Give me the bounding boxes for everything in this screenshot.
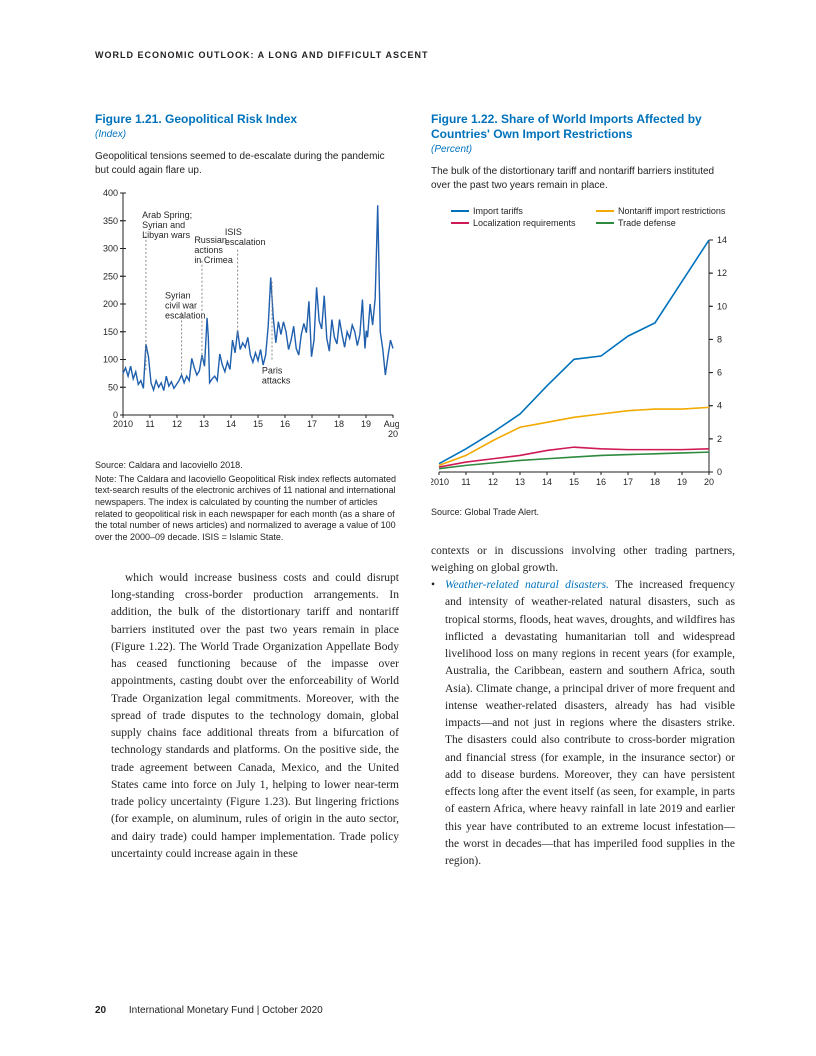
svg-text:2: 2: [717, 434, 722, 444]
svg-text:11: 11: [145, 419, 154, 429]
legend-item: Localization requirements: [451, 218, 590, 228]
svg-text:20: 20: [388, 429, 398, 439]
right-column: Figure 1.22. Share of World Imports Affe…: [431, 112, 735, 870]
svg-text:150: 150: [103, 327, 118, 337]
body-left: which would increase business costs and …: [95, 570, 399, 863]
svg-text:2010: 2010: [431, 477, 449, 487]
svg-text:actions: actions: [194, 245, 223, 255]
svg-text:ISIS: ISIS: [225, 227, 242, 237]
svg-text:18: 18: [334, 419, 344, 429]
svg-text:13: 13: [515, 477, 525, 487]
running-head: WORLD ECONOMIC OUTLOOK: A LONG AND DIFFI…: [95, 50, 428, 60]
svg-text:18: 18: [650, 477, 660, 487]
svg-text:350: 350: [103, 216, 118, 226]
fig122-source: Source: Global Trade Alert.: [431, 507, 735, 519]
svg-text:Paris: Paris: [262, 365, 283, 375]
svg-text:8: 8: [717, 334, 722, 344]
svg-text:attacks: attacks: [262, 375, 291, 385]
svg-text:Syrian: Syrian: [165, 290, 191, 300]
svg-text:400: 400: [103, 188, 118, 198]
page-footer: 20 International Monetary Fund | October…: [95, 1005, 323, 1016]
fig121-source: Source: Caldara and Iacoviello 2018.: [95, 460, 399, 472]
svg-text:civil war: civil war: [165, 300, 197, 310]
body-right-cont: contexts or in discussions involving oth…: [431, 543, 735, 578]
svg-text:14: 14: [717, 235, 727, 245]
fig121-title: Figure 1.21. Geopolitical Risk Index: [95, 112, 399, 127]
body-bullet: • Weather-related natural disasters. The…: [431, 577, 735, 870]
svg-text:Libyan wars: Libyan wars: [142, 230, 191, 240]
svg-text:4: 4: [717, 401, 722, 411]
svg-text:Arab Spring;: Arab Spring;: [142, 210, 192, 220]
fig121-caption: Geopolitical tensions seemed to de-escal…: [95, 150, 399, 177]
bullet-marker: •: [431, 577, 439, 870]
svg-text:12: 12: [717, 268, 727, 278]
svg-text:19: 19: [361, 419, 371, 429]
fig121-subtitle: (Index): [95, 129, 399, 140]
svg-text:15: 15: [253, 419, 263, 429]
svg-text:Syrian and: Syrian and: [142, 220, 185, 230]
svg-text:6: 6: [717, 368, 722, 378]
svg-text:escalation: escalation: [225, 237, 266, 247]
fig122-legend: Import tariffs Nontariff import restricti…: [431, 202, 735, 234]
bullet-title: Weather-related natural disasters.: [445, 579, 609, 591]
svg-text:12: 12: [172, 419, 182, 429]
svg-text:0: 0: [717, 467, 722, 477]
svg-text:50: 50: [108, 382, 118, 392]
left-column: Figure 1.21. Geopolitical Risk Index (In…: [95, 112, 399, 870]
svg-text:16: 16: [596, 477, 606, 487]
legend-item: Trade defense: [596, 218, 735, 228]
fig121-chart: 0501001502002503003504002010111213141516…: [95, 187, 399, 452]
svg-text:12: 12: [488, 477, 498, 487]
svg-text:15: 15: [569, 477, 579, 487]
svg-text:11: 11: [461, 477, 470, 487]
svg-text:17: 17: [307, 419, 317, 429]
legend-item: Import tariffs: [451, 206, 590, 216]
svg-text:300: 300: [103, 244, 118, 254]
svg-text:16: 16: [280, 419, 290, 429]
svg-text:Russian: Russian: [194, 235, 227, 245]
svg-text:14: 14: [542, 477, 552, 487]
svg-text:17: 17: [623, 477, 633, 487]
svg-text:19: 19: [677, 477, 687, 487]
fig121-note: Note: The Caldara and Iacoviello Geopoli…: [95, 474, 399, 544]
fig122-subtitle: (Percent): [431, 144, 735, 155]
bullet-body: The increased frequency and intensity of…: [445, 579, 735, 867]
svg-text:250: 250: [103, 271, 118, 281]
fig122-chart: 0 2 4 6 8 10 12 14 2010 11 12 13 14 15 16 17 18 19 20: [431, 234, 735, 499]
svg-text:20: 20: [704, 477, 714, 487]
page-number: 20: [95, 1005, 106, 1016]
svg-text:100: 100: [103, 355, 118, 365]
svg-text:14: 14: [226, 419, 236, 429]
svg-text:escalation: escalation: [165, 310, 206, 320]
svg-text:200: 200: [103, 299, 118, 309]
svg-text:2010: 2010: [113, 419, 133, 429]
svg-text:10: 10: [717, 301, 727, 311]
svg-text:Aug.: Aug.: [384, 419, 399, 429]
legend-item: Nontariff import restrictions: [596, 206, 735, 216]
svg-text:in Crimea: in Crimea: [194, 255, 233, 265]
fig122-title: Figure 1.22. Share of World Imports Affe…: [431, 112, 735, 142]
svg-text:13: 13: [199, 419, 209, 429]
fig122-caption: The bulk of the distortionary tariff and…: [431, 165, 735, 192]
footer-publication: International Monetary Fund | October 20…: [129, 1005, 323, 1016]
